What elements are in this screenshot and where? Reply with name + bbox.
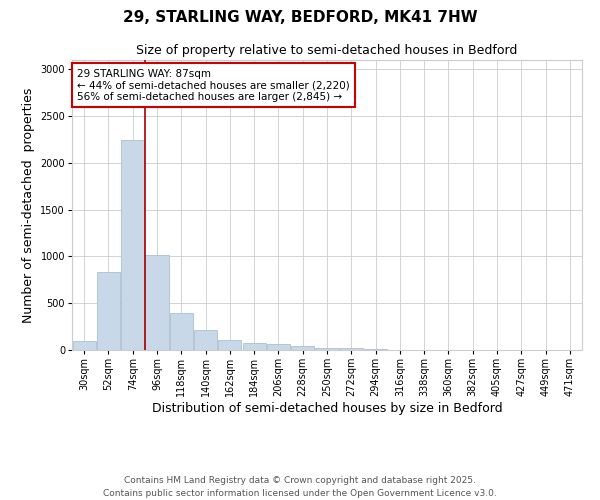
Bar: [316, 348, 338, 350]
Bar: [73, 340, 95, 350]
X-axis label: Distribution of semi-detached houses by size in Bedford: Distribution of semi-detached houses by …: [152, 402, 502, 415]
Text: Contains HM Land Registry data © Crown copyright and database right 2025.
Contai: Contains HM Land Registry data © Crown c…: [103, 476, 497, 498]
Bar: [218, 340, 241, 350]
Bar: [364, 349, 387, 350]
Bar: [267, 344, 290, 350]
Bar: [121, 140, 144, 350]
Bar: [194, 330, 217, 350]
Title: Size of property relative to semi-detached houses in Bedford: Size of property relative to semi-detach…: [136, 44, 518, 58]
Y-axis label: Number of semi-detached  properties: Number of semi-detached properties: [22, 88, 35, 322]
Bar: [170, 312, 193, 350]
Bar: [242, 343, 266, 350]
Text: 29 STARLING WAY: 87sqm
← 44% of semi-detached houses are smaller (2,220)
56% of : 29 STARLING WAY: 87sqm ← 44% of semi-det…: [77, 68, 350, 102]
Bar: [340, 348, 363, 350]
Bar: [145, 254, 169, 350]
Text: 29, STARLING WAY, BEDFORD, MK41 7HW: 29, STARLING WAY, BEDFORD, MK41 7HW: [122, 10, 478, 25]
Bar: [291, 346, 314, 350]
Bar: [97, 272, 120, 350]
